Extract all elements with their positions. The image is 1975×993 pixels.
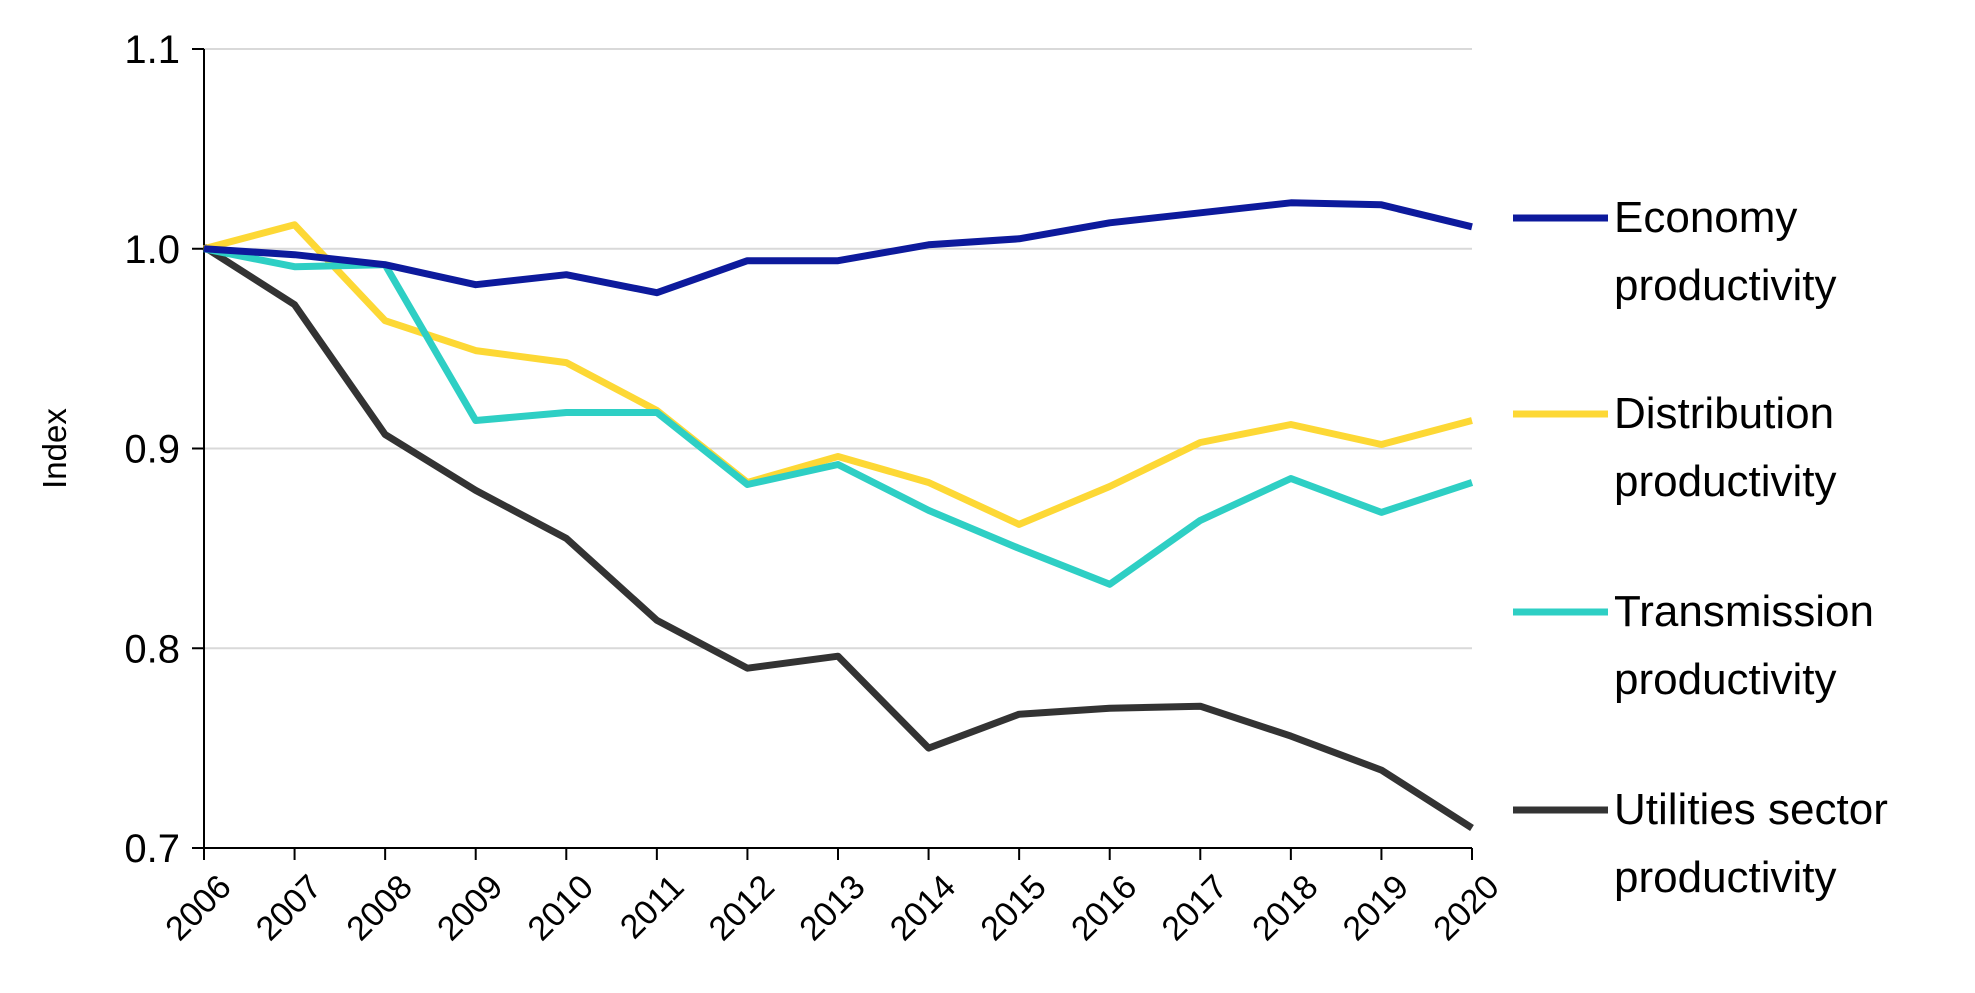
x-tick-label: 2006 [158, 868, 238, 948]
x-tick-label: 2012 [702, 868, 782, 948]
x-tick-label: 2017 [1155, 868, 1235, 948]
x-tick-label: 2016 [1064, 868, 1144, 948]
y-tick-label: 1.0 [124, 228, 180, 272]
x-tick-label: 2007 [249, 868, 329, 948]
y-axis-title: Index [36, 408, 73, 489]
legend-label: Distribution [1614, 389, 1834, 438]
legend-label: Transmission [1614, 587, 1874, 636]
legend-label: Utilities sector [1614, 785, 1888, 834]
x-tick-label: 2013 [792, 868, 872, 948]
legend-label: productivity [1614, 655, 1837, 704]
legend-label: Economy [1614, 193, 1797, 242]
x-tick-label: 2020 [1426, 868, 1506, 948]
x-tick-label: 2014 [883, 868, 963, 948]
legend-label: productivity [1614, 457, 1837, 506]
x-tick-label: 2019 [1336, 868, 1416, 948]
series-line [202, 243, 1474, 831]
y-tick-label: 0.7 [124, 827, 180, 871]
x-tick-label: 2015 [973, 868, 1053, 948]
x-axis-ticks: 2006 2007 2008 2009 2010 2011 2012 2013 2014 2015… [158, 848, 1507, 948]
x-tick-label: 2018 [1245, 868, 1325, 948]
y-tick-label: 0.9 [124, 428, 180, 472]
x-tick-label: 2010 [521, 868, 601, 948]
legend-label: productivity [1614, 261, 1837, 310]
gridlines [204, 48, 1472, 650]
y-axis-ticks: 0.7 0.8 0.9 1.0 1.1 [124, 28, 204, 871]
x-tick-label: 2009 [430, 868, 510, 948]
series-line [203, 199, 1473, 297]
legend-label: productivity [1614, 853, 1837, 902]
legend: Economy productivity Distribution productiv… [1513, 193, 1888, 902]
series-line [203, 245, 1474, 588]
series-lines [202, 199, 1474, 831]
y-tick-label: 1.1 [124, 28, 180, 72]
x-tick-label: 2008 [339, 868, 419, 948]
x-tick-label: 2011 [613, 868, 692, 947]
series-line [203, 221, 1473, 528]
y-tick-label: 0.8 [124, 627, 180, 671]
